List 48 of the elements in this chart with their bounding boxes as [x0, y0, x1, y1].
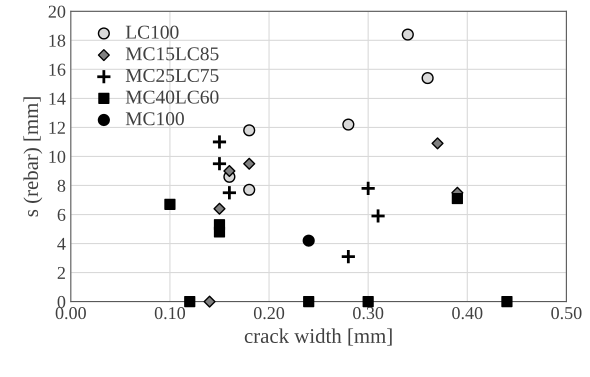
legend-label: MC100 [126, 112, 184, 126]
y-tick-label: 6 [58, 208, 66, 221]
y-tick-label: 18 [49, 34, 66, 47]
y-tick-label: 10 [49, 150, 66, 163]
point [221, 184, 238, 201]
point [340, 248, 356, 265]
legend-label: MC40LC60 [126, 90, 218, 104]
y-tick-label: 2 [58, 266, 65, 279]
point [212, 134, 228, 150]
point [452, 192, 463, 204]
legend-label: MC25LC75 [126, 68, 218, 82]
point [243, 124, 256, 136]
y-tick-label: 16 [49, 64, 66, 76]
y-tick-label: 0 [58, 296, 66, 308]
point [164, 198, 176, 210]
point [184, 296, 196, 308]
point [402, 28, 414, 41]
x-tick-label: 0.40 [452, 306, 482, 320]
point [362, 296, 374, 308]
point [302, 234, 315, 247]
point [501, 296, 513, 308]
point [214, 226, 226, 238]
y-axis-title: s (rebar) [mm] [23, 97, 42, 216]
point [342, 118, 354, 131]
x-axis-title: crack width [mm] [244, 328, 392, 346]
point [422, 72, 434, 84]
point [203, 296, 216, 308]
point [243, 184, 256, 196]
x-tick-label: 0.10 [154, 306, 186, 320]
legend-label: LC100 [126, 26, 179, 39]
x-tick-label: 0.20 [254, 306, 284, 320]
point [360, 180, 376, 196]
point [243, 158, 256, 170]
y-tick-label: 20 [48, 6, 66, 18]
y-tick-label: 12 [49, 122, 65, 134]
point [212, 156, 228, 172]
x-tick-label: 0.30 [353, 306, 384, 320]
x-tick-label: 0.50 [551, 306, 582, 320]
point [303, 296, 314, 308]
legend-label: MC15LC85 [126, 47, 218, 60]
point [213, 202, 226, 215]
y-tick-label: 4 [57, 238, 66, 250]
y-tick-label: 8 [58, 180, 66, 192]
point [223, 164, 236, 178]
y-tick-label: 14 [49, 92, 66, 105]
point [431, 137, 444, 150]
point [370, 208, 386, 224]
x-tick-label: 0.00 [56, 306, 86, 320]
